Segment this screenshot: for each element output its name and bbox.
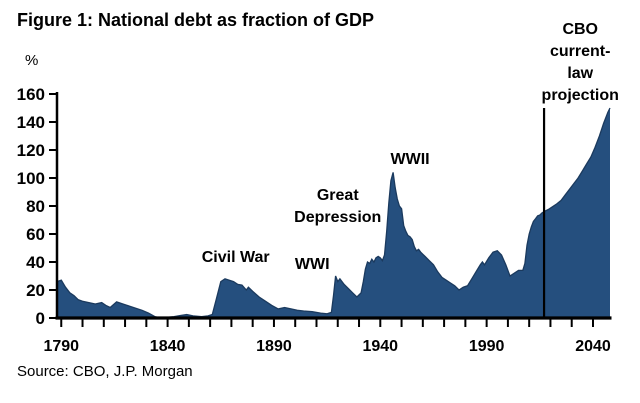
annotation-cbo-projection: CBO current-law projection	[541, 21, 619, 105]
y-tick-label: 140	[17, 113, 45, 132]
annotation-great-depression: Great Depression	[294, 187, 382, 227]
debt-area-fill	[57, 108, 610, 318]
y-tick-label: 120	[17, 141, 45, 160]
y-axis-unit-label: %	[25, 52, 39, 69]
annotation-wwii: WWII	[390, 150, 430, 168]
annotation-wwi: WWI	[294, 255, 330, 273]
y-tick-label: 80	[26, 197, 45, 216]
y-tick-label: 100	[17, 169, 45, 188]
source-note: Source: CBO, J.P. Morgan	[17, 363, 193, 380]
y-tick-label: 160	[17, 85, 45, 104]
x-tick-label: 2040	[575, 338, 611, 355]
y-tick-label: 60	[26, 225, 45, 244]
x-tick-label: 1840	[150, 338, 186, 355]
y-tick-label: 20	[26, 281, 45, 300]
x-tick-label: 1890	[256, 338, 292, 355]
chart-title: Figure 1: National debt as fraction of G…	[17, 10, 375, 30]
y-tick-label: 0	[36, 309, 45, 328]
x-tick-label: 1790	[43, 338, 79, 355]
debt-area-outline	[56, 107, 611, 319]
annotation-civil-war: Civil War	[201, 248, 270, 266]
x-tick-label: 1940	[362, 338, 398, 355]
x-tick-label: 1990	[469, 338, 505, 355]
y-tick-label: 40	[26, 253, 45, 272]
area-series	[56, 107, 611, 319]
